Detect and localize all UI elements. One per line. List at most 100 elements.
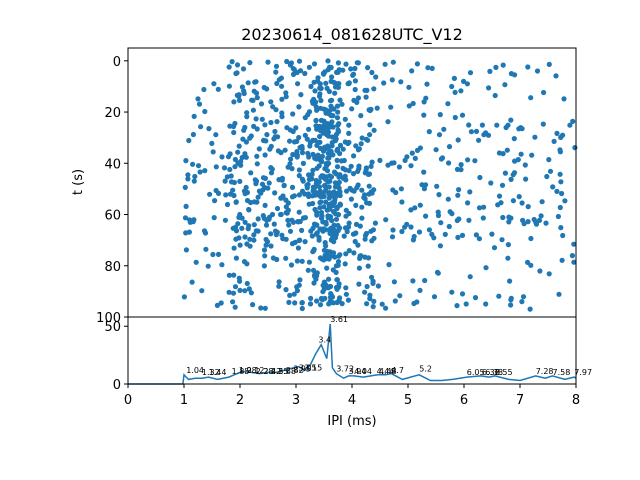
scatter-point	[557, 149, 564, 155]
scatter-point	[392, 298, 398, 304]
scatter-point	[287, 62, 293, 68]
scatter-point	[315, 139, 321, 146]
scatter-point	[438, 220, 444, 226]
scatter-point	[424, 81, 430, 87]
scatter-point	[505, 242, 511, 248]
scatter-point	[343, 61, 349, 67]
scatter-point	[287, 228, 294, 234]
scatter-point	[436, 132, 443, 138]
scatter-point	[371, 86, 377, 92]
scatter-point	[382, 61, 388, 67]
scatter-point	[247, 243, 253, 249]
scatter-point	[218, 300, 224, 306]
scatter-point	[206, 126, 212, 132]
scatter-point	[290, 128, 296, 135]
scatter-point	[296, 237, 302, 244]
scatter-point	[466, 217, 472, 223]
peak-label: 3.05	[299, 363, 317, 372]
scatter-point	[333, 263, 339, 269]
scatter-point	[299, 258, 305, 264]
scatter-point	[572, 145, 578, 151]
scatter-point	[355, 242, 361, 248]
scatter-point	[316, 184, 323, 190]
scatter-point	[412, 155, 418, 161]
scatter-point	[494, 122, 500, 128]
scatter-point	[454, 303, 460, 309]
scatter-point	[232, 284, 239, 290]
scatter-point	[279, 83, 285, 89]
peak-label: 4.44	[377, 367, 395, 376]
scatter-point	[259, 116, 265, 122]
scatter-point	[528, 95, 534, 101]
scatter-point	[222, 217, 228, 223]
scatter-point	[446, 144, 453, 150]
scatter-point	[452, 114, 458, 121]
scatter-point	[278, 195, 284, 201]
peak-label: 2.28	[256, 367, 274, 376]
scatter-point	[292, 239, 298, 245]
scatter-point	[261, 263, 267, 269]
scatter-point	[325, 58, 331, 64]
scatter-point	[239, 84, 245, 90]
scatter-point	[492, 92, 498, 99]
scatter-point	[314, 212, 320, 218]
scatter-point	[398, 79, 404, 85]
scatter-point	[329, 143, 335, 149]
scatter-point	[489, 231, 495, 237]
scatter-point	[347, 185, 353, 191]
scatter-point	[319, 153, 325, 159]
scatter-point	[550, 184, 556, 190]
scatter-point	[283, 94, 289, 100]
scatter-point	[243, 139, 249, 145]
scatter-point	[362, 87, 368, 93]
scatter-point	[323, 80, 329, 86]
scatter-point	[232, 156, 238, 163]
scatter-point	[508, 71, 514, 77]
scatter-point	[287, 138, 293, 144]
scatter-point	[181, 294, 187, 300]
scatter-point	[352, 238, 358, 245]
bottom-panel: 1.041.321.44 1.851.982.122.282.422.552.68…	[104, 315, 592, 429]
scatter-point	[248, 170, 254, 176]
scatter-point	[353, 202, 359, 208]
scatter-point	[306, 259, 312, 265]
scatter-point	[454, 166, 461, 172]
scatter-point	[253, 228, 259, 234]
scatter-point	[356, 166, 362, 172]
scatter-point	[244, 110, 250, 116]
scatter-point	[381, 80, 387, 86]
scatter-point	[532, 134, 538, 140]
scatter-point	[185, 172, 191, 178]
scatter-point	[283, 287, 289, 293]
scatter-point	[300, 160, 306, 166]
scatter-point	[423, 213, 429, 219]
scatter-point	[201, 86, 207, 93]
peak-label: 3.4	[318, 336, 331, 345]
scatter-point	[287, 292, 293, 298]
scatter-point	[271, 221, 277, 227]
scatter-point	[191, 178, 197, 184]
scatter-point	[414, 147, 421, 153]
scatter-point	[315, 75, 321, 81]
scatter-point	[195, 96, 201, 102]
scatter-point	[410, 278, 416, 284]
scatter-point	[367, 292, 373, 298]
scatter-point	[551, 138, 557, 144]
scatter-point	[205, 263, 211, 269]
scatter-point	[230, 299, 236, 305]
scatter-point	[343, 285, 349, 291]
scatter-point	[299, 146, 305, 152]
scatter-point	[410, 237, 416, 243]
scatter-point	[262, 253, 268, 259]
scatter-point	[496, 193, 503, 199]
scatter-point	[355, 95, 361, 101]
scatter-point	[237, 178, 243, 184]
scatter-point	[239, 225, 245, 231]
scatter-point	[451, 75, 457, 81]
scatter-point	[332, 180, 338, 186]
scatter-point	[348, 66, 354, 72]
scatter-point	[391, 160, 397, 166]
scatter-point	[414, 61, 420, 67]
scatter-point	[334, 103, 341, 109]
scatter-point	[244, 114, 250, 120]
